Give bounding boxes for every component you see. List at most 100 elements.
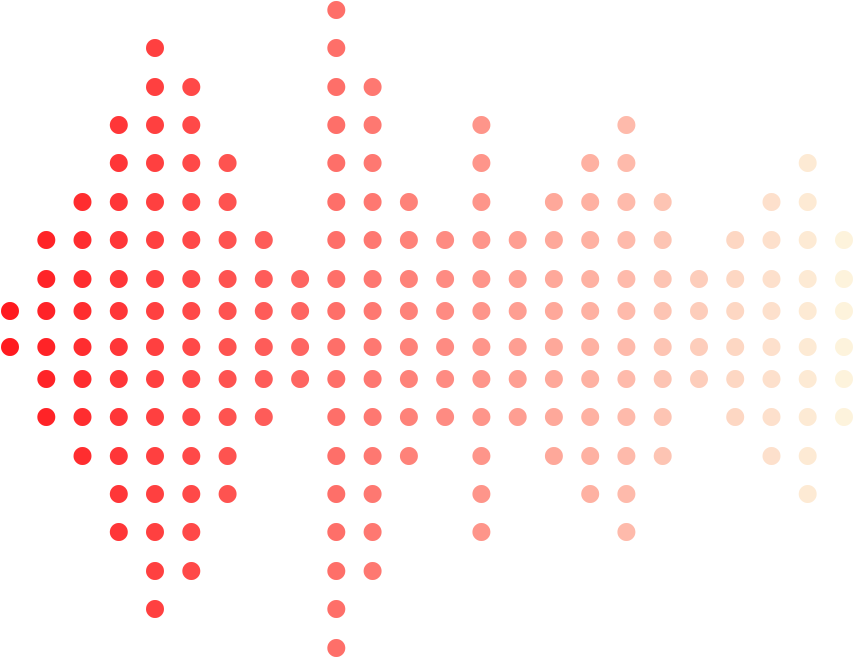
dot [653, 447, 672, 465]
dot [73, 370, 92, 388]
dot [37, 231, 56, 249]
dot [182, 193, 201, 211]
dot [182, 116, 201, 134]
dot [73, 447, 92, 465]
dot [726, 231, 745, 249]
dot [182, 370, 201, 388]
dot [835, 270, 853, 288]
dot [218, 447, 237, 465]
dot [146, 39, 164, 57]
dot [726, 370, 745, 388]
dot [218, 370, 237, 388]
dot [146, 600, 164, 618]
dot [109, 116, 128, 134]
dot [436, 338, 455, 356]
dot [254, 370, 273, 388]
dot [182, 408, 201, 426]
dot [762, 370, 781, 388]
dot [363, 408, 382, 426]
dot [472, 523, 491, 541]
dot [653, 302, 672, 320]
dot [109, 154, 128, 172]
dot [653, 338, 672, 356]
dot [363, 523, 382, 541]
dot [762, 447, 781, 465]
dot [653, 231, 672, 249]
dot [327, 231, 346, 249]
dot [146, 231, 164, 249]
dot [653, 270, 672, 288]
dot-column [762, 193, 781, 465]
dot [436, 408, 455, 426]
dot [146, 302, 164, 320]
dot [617, 370, 636, 388]
dot [327, 39, 346, 57]
dot [617, 231, 636, 249]
dot [617, 193, 636, 211]
dot [472, 338, 491, 356]
dot [254, 231, 273, 249]
dot [726, 408, 745, 426]
dot [109, 370, 128, 388]
dot [73, 193, 92, 211]
dot [472, 370, 491, 388]
dot [798, 302, 817, 320]
dot [617, 447, 636, 465]
dot [835, 370, 853, 388]
dot [291, 302, 310, 320]
dot [835, 231, 853, 249]
dot [109, 338, 128, 356]
dot [1, 302, 19, 320]
dot [436, 370, 455, 388]
dot [363, 231, 382, 249]
dot-column [73, 193, 92, 465]
dot [291, 338, 310, 356]
dot [581, 270, 600, 288]
dot-column [544, 193, 563, 465]
dot [327, 78, 346, 96]
dot [327, 270, 346, 288]
dot [327, 370, 346, 388]
dot [436, 302, 455, 320]
dot [581, 154, 600, 172]
dot [617, 116, 636, 134]
dot [617, 302, 636, 320]
dot [327, 302, 346, 320]
dot [363, 338, 382, 356]
dot-column [472, 116, 491, 541]
dot [146, 116, 164, 134]
dot-column [726, 231, 745, 426]
dot [109, 302, 128, 320]
dot [798, 447, 817, 465]
dot [327, 447, 346, 465]
dot [581, 302, 600, 320]
dot [363, 562, 382, 580]
dot [363, 270, 382, 288]
dot [544, 338, 563, 356]
dot [182, 154, 201, 172]
dot [182, 338, 201, 356]
dot-column [617, 116, 636, 541]
dot [835, 408, 853, 426]
dot [327, 523, 346, 541]
dot [146, 370, 164, 388]
dot [146, 338, 164, 356]
dot [218, 270, 237, 288]
dot [363, 193, 382, 211]
dot [363, 78, 382, 96]
dot [653, 408, 672, 426]
dot [37, 370, 56, 388]
dot [327, 116, 346, 134]
dot [109, 408, 128, 426]
dot [508, 231, 527, 249]
dot-column [1, 302, 19, 356]
dot [363, 485, 382, 503]
dot [182, 270, 201, 288]
dot [617, 154, 636, 172]
dot [37, 408, 56, 426]
dot-column [291, 270, 310, 388]
dot [37, 338, 56, 356]
dot [399, 338, 418, 356]
dot [218, 302, 237, 320]
dot [363, 302, 382, 320]
